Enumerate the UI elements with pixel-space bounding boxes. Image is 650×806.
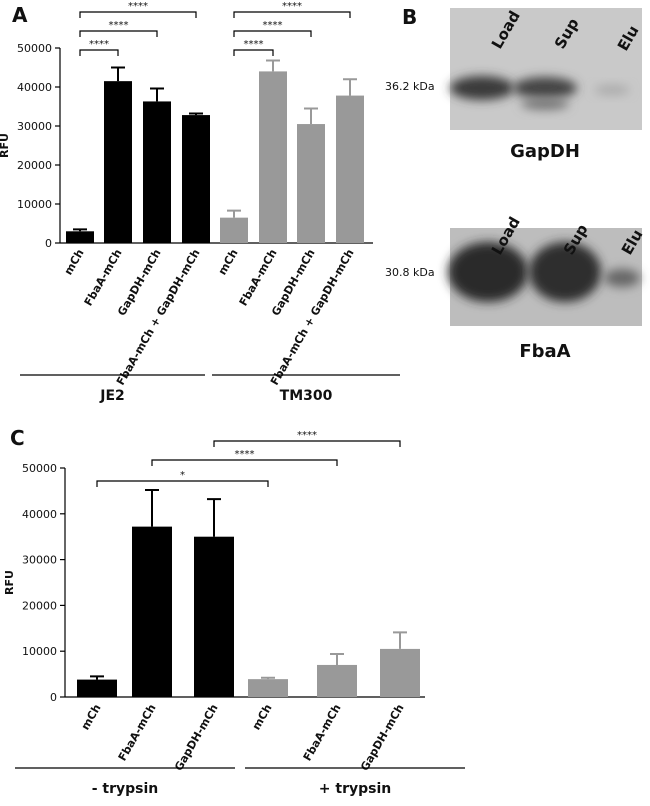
y-tick-label: 10000 xyxy=(22,645,57,658)
error-bar xyxy=(343,78,357,96)
error-bar xyxy=(304,107,318,125)
y-tick-label: 0 xyxy=(45,237,52,250)
bar xyxy=(104,81,132,244)
significance-bracket xyxy=(96,480,269,487)
gel-top xyxy=(450,8,642,130)
x-tick-label: mCh xyxy=(79,702,104,732)
significance-label: **** xyxy=(297,430,317,441)
significance-bracket xyxy=(79,49,119,56)
x-tick-label: FbaA-mCh xyxy=(237,247,280,308)
x-tick-label: GapDH-mCh xyxy=(358,702,407,773)
bar xyxy=(182,115,210,243)
y-tick-label: 10000 xyxy=(17,198,52,211)
bar xyxy=(317,664,357,697)
y-tick-label: 30000 xyxy=(22,554,57,567)
significance-bracket xyxy=(233,30,312,37)
significance-bracket xyxy=(213,440,401,447)
protein-label: FbaA xyxy=(519,341,570,362)
x-tick-label: mCh xyxy=(250,702,275,732)
significance-bracket xyxy=(151,459,338,466)
bar xyxy=(380,648,420,697)
significance-label: **** xyxy=(235,449,255,460)
y-tick-label: 0 xyxy=(50,691,57,704)
marker-label: 36.2 kDa xyxy=(385,80,435,93)
protein-label: GapDH xyxy=(510,141,580,162)
bar xyxy=(66,231,94,243)
x-tick-label: FbaA-mCh xyxy=(301,702,344,763)
significance-bracket xyxy=(79,11,197,18)
y-axis-label: RFU xyxy=(0,133,11,158)
y-axis-label: RFU xyxy=(3,570,16,595)
error-bar xyxy=(330,652,344,665)
y-tick-label: 50000 xyxy=(22,462,57,475)
significance-label: * xyxy=(180,470,185,481)
y-tick-label: 20000 xyxy=(22,599,57,612)
significance-label: **** xyxy=(282,1,302,12)
error-bar xyxy=(189,112,203,116)
significance-label: **** xyxy=(128,1,148,12)
bar xyxy=(220,217,248,243)
error-bar xyxy=(261,676,275,680)
bar xyxy=(77,679,117,697)
error-bar xyxy=(111,66,125,82)
error-bar xyxy=(145,488,159,527)
marker-label: 30.8 kDa xyxy=(385,266,435,279)
y-tick-label: 40000 xyxy=(22,508,57,521)
panel-label: C xyxy=(10,426,25,450)
error-bar xyxy=(90,675,104,680)
bar xyxy=(297,124,325,243)
error-bar xyxy=(207,498,221,537)
group-label: - trypsin xyxy=(92,781,159,797)
significance-bracket xyxy=(233,49,274,56)
x-tick-label: FbaA-mCh xyxy=(116,702,159,763)
error-bar xyxy=(393,631,407,649)
bar xyxy=(132,526,172,697)
significance-label: **** xyxy=(263,20,283,31)
group-label: + trypsin xyxy=(319,781,391,797)
significance-label: **** xyxy=(109,20,129,31)
y-tick-label: 50000 xyxy=(17,42,52,55)
error-bar xyxy=(73,228,87,232)
group-label: JE2 xyxy=(99,388,125,404)
significance-label: **** xyxy=(244,39,264,50)
significance-label: **** xyxy=(89,39,109,50)
significance-bracket xyxy=(79,30,158,37)
panel-label: B xyxy=(402,5,417,29)
bar xyxy=(336,95,364,243)
gel-bottom xyxy=(448,228,642,326)
y-tick-label: 20000 xyxy=(17,159,52,172)
y-tick-label: 40000 xyxy=(17,81,52,94)
x-tick-label: mCh xyxy=(216,247,241,277)
x-tick-label: FbaA-mCh xyxy=(82,247,125,308)
bar xyxy=(259,71,287,244)
panel-label: A xyxy=(12,3,28,27)
x-tick-label: FbaA-mCh + GapDH-mCh xyxy=(268,247,357,388)
x-tick-label: GapDH-mCh xyxy=(172,702,221,773)
error-bar xyxy=(150,87,164,102)
group-label: TM300 xyxy=(280,388,333,404)
bar xyxy=(143,101,171,244)
y-tick-label: 30000 xyxy=(17,120,52,133)
error-bar xyxy=(227,209,241,218)
bar xyxy=(194,536,234,697)
bar xyxy=(248,679,288,697)
x-tick-label: FbaA-mCh + GapDH-mCh xyxy=(114,247,203,388)
error-bar xyxy=(266,59,280,72)
x-tick-label: mCh xyxy=(62,247,87,277)
significance-bracket xyxy=(233,11,351,18)
